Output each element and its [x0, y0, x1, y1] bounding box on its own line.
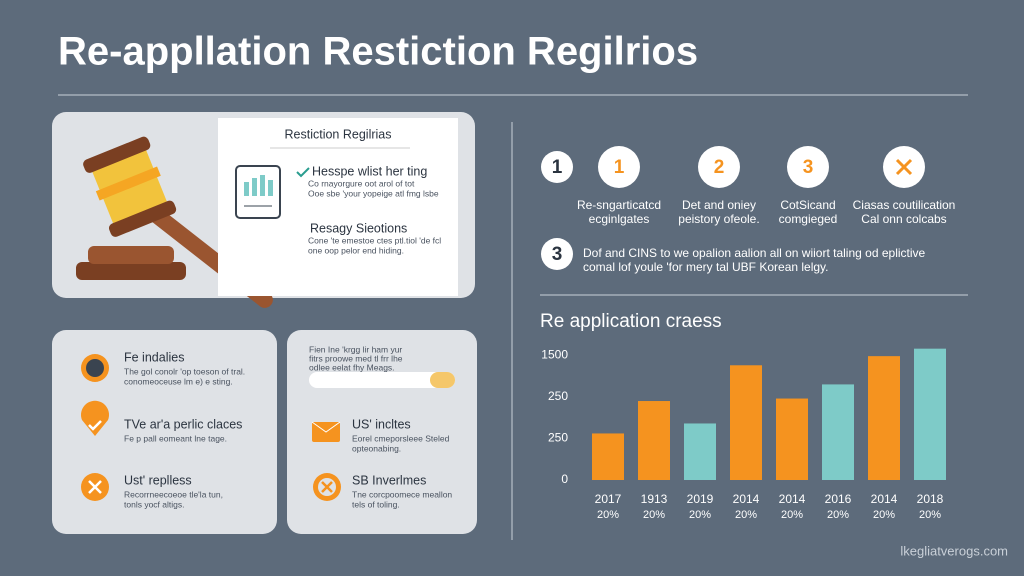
x-sublabel: 20% — [827, 509, 849, 521]
list-text: Fe p pall eomeant lne tage. — [124, 433, 227, 443]
step-label: Cal onn colcabs — [861, 212, 946, 226]
card-title: Restiction Regilrias — [285, 127, 392, 141]
x-tick-label: 1913 — [641, 492, 668, 506]
list-heading: TVe ar'a perlic claces — [124, 417, 242, 431]
chart-title: Re application craess — [540, 311, 722, 332]
list-text: Eorel cmeporsleee Steled — [352, 433, 450, 443]
list-text: conomeoceuse lm e) e sting. — [124, 376, 233, 386]
step-number: 1 — [552, 157, 563, 178]
list-heading: SB Inverlmes — [352, 473, 426, 487]
check — [296, 167, 310, 178]
list-heading: Fe indalies — [124, 350, 184, 364]
x-tick-label: 2014 — [779, 492, 806, 506]
card-text: Cone 'te emestoe ctes ptl.tiol 'de fcl — [308, 235, 441, 245]
step-circle — [787, 146, 829, 188]
list-text: Recorrneecoeoe tle'la tun, — [124, 489, 223, 499]
x-sublabel: 20% — [643, 509, 665, 521]
list-heading: US' incltes — [352, 417, 411, 431]
step-number: 3 — [552, 244, 563, 265]
intro-text: Fien Ine 'krgg lir ham yur — [309, 344, 402, 354]
step-label: CotSicand — [780, 198, 835, 212]
card-heading: Resagy Sieotions — [310, 221, 407, 235]
bar — [684, 423, 716, 480]
bar — [730, 365, 762, 480]
step-label: Ciasas coutilication — [853, 198, 956, 212]
title: Re-appllation Restiction Regilrios — [58, 30, 698, 74]
y-tick-label: 250 — [548, 389, 568, 403]
intro-text: odlee eelat fhy Meags. — [309, 362, 395, 372]
list-text: tonls yocf altigs. — [124, 499, 184, 509]
bar — [868, 356, 900, 480]
intro-text: fitrs proowe med tl frr lhe — [309, 353, 403, 363]
step-circle — [541, 238, 573, 270]
bar — [638, 401, 670, 480]
x-sublabel: 20% — [919, 509, 941, 521]
y-tick-label: 0 — [561, 472, 568, 486]
x-tick-label: 2014 — [871, 492, 898, 506]
card-text: Co rnayorgure oot arol of tot — [308, 178, 415, 188]
x-tick-label: 2014 — [733, 492, 760, 506]
x-sublabel: 20% — [597, 509, 619, 521]
bar — [822, 384, 854, 480]
note-text: comal lof youle 'for mery tal UBF Korean… — [583, 260, 829, 274]
step-circle — [598, 146, 640, 188]
step-cross — [895, 158, 913, 176]
list-text: The gol conolr 'op toeson of tral. — [124, 366, 245, 376]
step-label: Re-sngarticatcd — [577, 198, 661, 212]
card-text: Ooe sbe 'your yopeige atl fmg lsbe — [308, 188, 439, 198]
step-label: comgieged — [779, 212, 838, 226]
x-sublabel: 20% — [689, 509, 711, 521]
bar — [914, 348, 946, 480]
x-sublabel: 20% — [735, 509, 757, 521]
list-text: Tne corcpoomece meallon — [352, 489, 452, 499]
footer: lkegliatverogs.com — [900, 543, 1008, 558]
step-number: 2 — [714, 157, 725, 178]
icons — [81, 354, 455, 501]
list-text: opteonabing. — [352, 443, 401, 453]
step-number: 3 — [803, 157, 814, 178]
step-label: ecginlgates — [589, 212, 650, 226]
x-tick-label: 2016 — [825, 492, 852, 506]
step-label: peistory ofeole. — [678, 212, 759, 226]
x-tick-label: 2019 — [687, 492, 714, 506]
y-tick-label: 1500 — [541, 347, 568, 361]
x-sublabel: 20% — [781, 509, 803, 521]
step-label: Det and oniey — [682, 198, 756, 212]
y-tick-label: 250 — [548, 431, 568, 445]
bar — [776, 398, 808, 480]
bar — [592, 433, 624, 480]
list-heading: Ust' replless — [124, 473, 192, 487]
step-circle — [698, 146, 740, 188]
step-number: 1 — [614, 157, 625, 178]
list-text: tels of toling. — [352, 499, 400, 509]
x-tick-label: 2017 — [595, 492, 622, 506]
x-sublabel: 20% — [873, 509, 895, 521]
card-text: one oop pelor end hiding. — [308, 245, 404, 255]
doc-icon — [235, 165, 281, 219]
x-tick-label: 2018 — [917, 492, 944, 506]
note-text: Dof and CINS to we opalion aalion all on… — [583, 246, 926, 260]
card-heading: Hesspe wlist her ting — [312, 164, 427, 178]
step-circle — [541, 151, 573, 183]
